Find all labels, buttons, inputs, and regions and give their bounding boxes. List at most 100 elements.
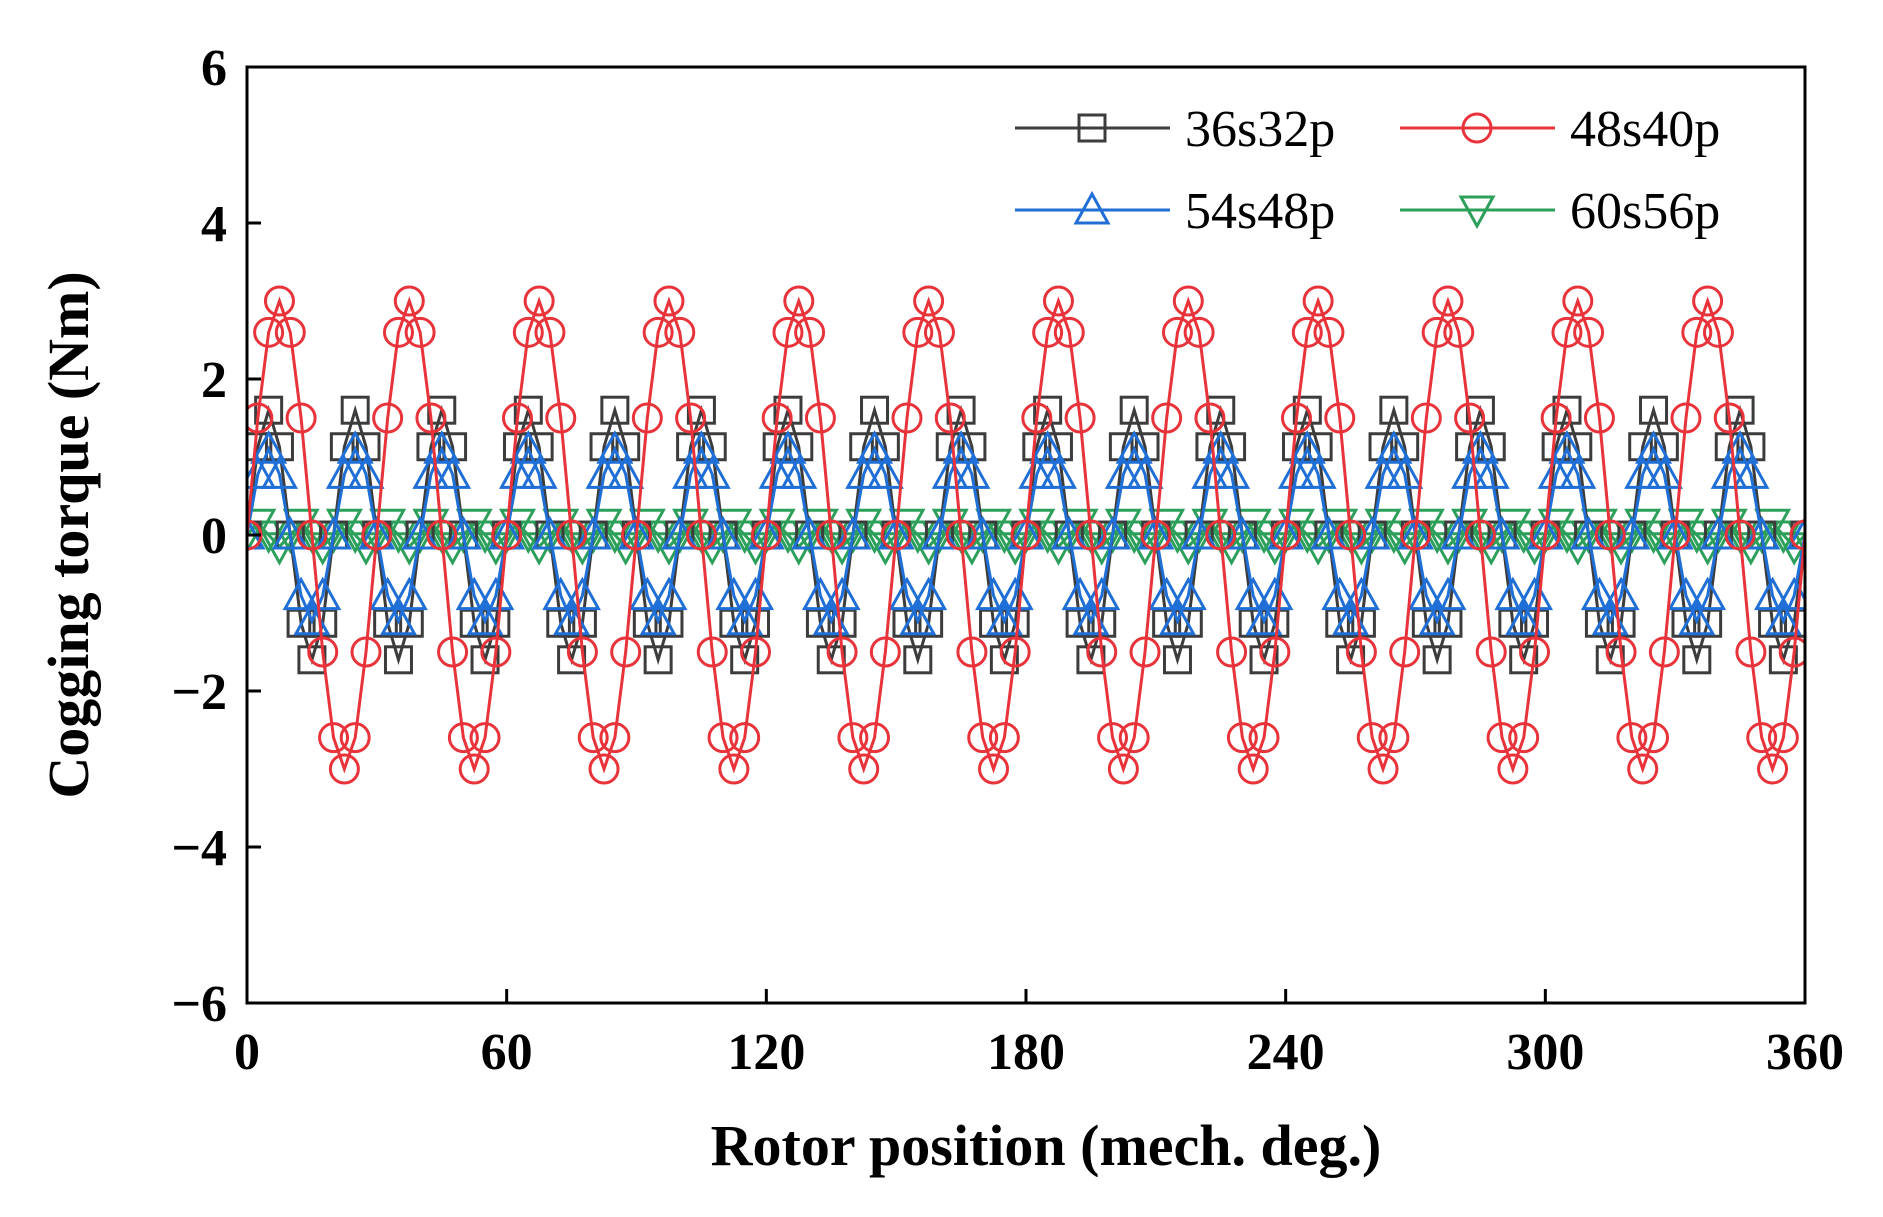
data-point-54s48p: [542, 576, 580, 611]
data-point-48s40p: [1789, 519, 1805, 551]
data-point-48s40p: [1583, 402, 1615, 434]
data-point-54s48p: [1104, 455, 1142, 489]
data-point-54s48p: [1126, 455, 1164, 489]
data-point-54s48p: [1548, 430, 1586, 464]
data-point-54s48p: [466, 601, 504, 636]
data-point-54s48p: [1429, 576, 1467, 611]
x-tick-label: 120: [727, 1024, 805, 1081]
data-point-54s48p: [1494, 576, 1532, 611]
data-point-54s48p: [1678, 601, 1716, 636]
data-point-48s40p: [859, 722, 891, 754]
data-point-54s48p: [509, 430, 547, 464]
data-point-48s40p: [1042, 285, 1074, 317]
legend-marker: [1077, 113, 1107, 143]
legend-marker: [1458, 195, 1496, 230]
data-point-48s40p: [1757, 753, 1789, 785]
data-point-48s40p: [696, 636, 728, 668]
data-point-54s48p: [996, 576, 1034, 611]
data-point-48s40p: [923, 316, 955, 348]
data-point-48s40p: [328, 753, 360, 785]
data-point-54s48p: [1191, 455, 1229, 489]
data-point-48s40p: [437, 636, 469, 668]
data-point-36s32p: [1162, 645, 1192, 675]
data-point-48s40p: [491, 519, 523, 551]
data-point-54s48p: [1754, 576, 1792, 611]
data-point-48s40p: [1702, 316, 1734, 348]
data-point-48s40p: [318, 722, 350, 754]
data-point-48s40p: [1681, 316, 1713, 348]
data-point-54s48p: [1169, 576, 1207, 611]
data-point-36s32p: [1249, 645, 1279, 675]
data-point-54s48p: [1775, 576, 1805, 611]
data-point-48s40p: [307, 636, 339, 668]
data-point-48s40p: [1270, 519, 1302, 551]
data-point-36s32p: [1238, 608, 1268, 638]
data-point-54s48p: [1710, 455, 1748, 489]
data-point-48s40p: [1692, 285, 1724, 317]
data-point-54s48p: [1667, 576, 1705, 611]
y-axis-title: Cogging torque (Nm): [36, 271, 101, 798]
data-point-54s48p: [520, 455, 558, 489]
data-point-48s40p: [1302, 285, 1334, 317]
data-point-36s32p: [1152, 608, 1182, 638]
data-point-54s48p: [412, 455, 450, 489]
data-point-36s32p: [1065, 608, 1095, 638]
data-point-48s40p: [761, 402, 793, 434]
data-point-36s32p: [632, 608, 662, 638]
y-tick-label: −6: [171, 976, 227, 1033]
data-point-48s40p: [1345, 636, 1377, 668]
data-point-48s40p: [1475, 636, 1507, 668]
data-point-48s40p: [1648, 636, 1680, 668]
data-point-54s48p: [758, 455, 796, 489]
data-point-54s48p: [639, 601, 677, 636]
data-point-48s40p: [1161, 316, 1193, 348]
data-point-36s32p: [1292, 395, 1322, 425]
data-point-36s32p: [383, 645, 413, 675]
data-point-54s48p: [726, 601, 764, 636]
data-point-54s48p: [563, 576, 601, 611]
data-point-48s40p: [1140, 519, 1172, 551]
data-point-54s48p: [1277, 455, 1316, 489]
data-point-36s32p: [1552, 395, 1582, 425]
data-point-48s40p: [675, 402, 707, 434]
data-point-54s48p: [736, 576, 775, 611]
data-point-36s32p: [1379, 395, 1409, 425]
series-48s40p: [247, 285, 1805, 785]
data-point-48s40p: [999, 636, 1031, 668]
data-point-48s40p: [1616, 722, 1648, 754]
data-point-54s48p: [1602, 576, 1640, 611]
data-point-48s40p: [501, 402, 533, 434]
data-point-54s48p: [1061, 576, 1099, 611]
data-point-48s40p: [913, 285, 945, 317]
data-point-54s48p: [855, 430, 894, 464]
data-point-48s40p: [1226, 722, 1258, 754]
data-point-48s40p: [1713, 402, 1745, 434]
data-point-54s48p: [1537, 455, 1575, 489]
series-layer: [247, 285, 1805, 785]
data-point-48s40p: [393, 285, 425, 317]
data-point-48s40p: [1324, 402, 1356, 434]
data-point-36s32p: [459, 608, 489, 638]
legend: 36s32p 48s40p 54s48p 60s56p: [1015, 101, 1720, 240]
data-point-48s40p: [1443, 316, 1475, 348]
data-point-54s48p: [1115, 430, 1153, 464]
data-point-36s32p: [989, 645, 1019, 675]
data-point-54s48p: [780, 455, 818, 489]
x-tick-label: 180: [987, 1024, 1065, 1081]
data-point-48s40p: [1767, 722, 1799, 754]
data-point-54s48p: [1342, 576, 1380, 611]
data-point-48s40p: [1573, 316, 1605, 348]
data-point-36s32p: [1509, 645, 1539, 675]
data-point-48s40p: [361, 519, 393, 551]
data-point-54s48p: [1321, 576, 1359, 611]
data-point-48s40p: [1280, 402, 1312, 434]
data-point-54s48p: [1288, 430, 1326, 464]
data-point-36s32p: [892, 608, 922, 638]
data-point-48s40p: [447, 722, 479, 754]
data-point-54s48p: [650, 576, 688, 611]
data-point-54s48p: [434, 455, 472, 489]
data-point-48s40p: [296, 519, 328, 551]
data-point-48s40p: [247, 402, 274, 434]
data-point-48s40p: [826, 636, 858, 668]
